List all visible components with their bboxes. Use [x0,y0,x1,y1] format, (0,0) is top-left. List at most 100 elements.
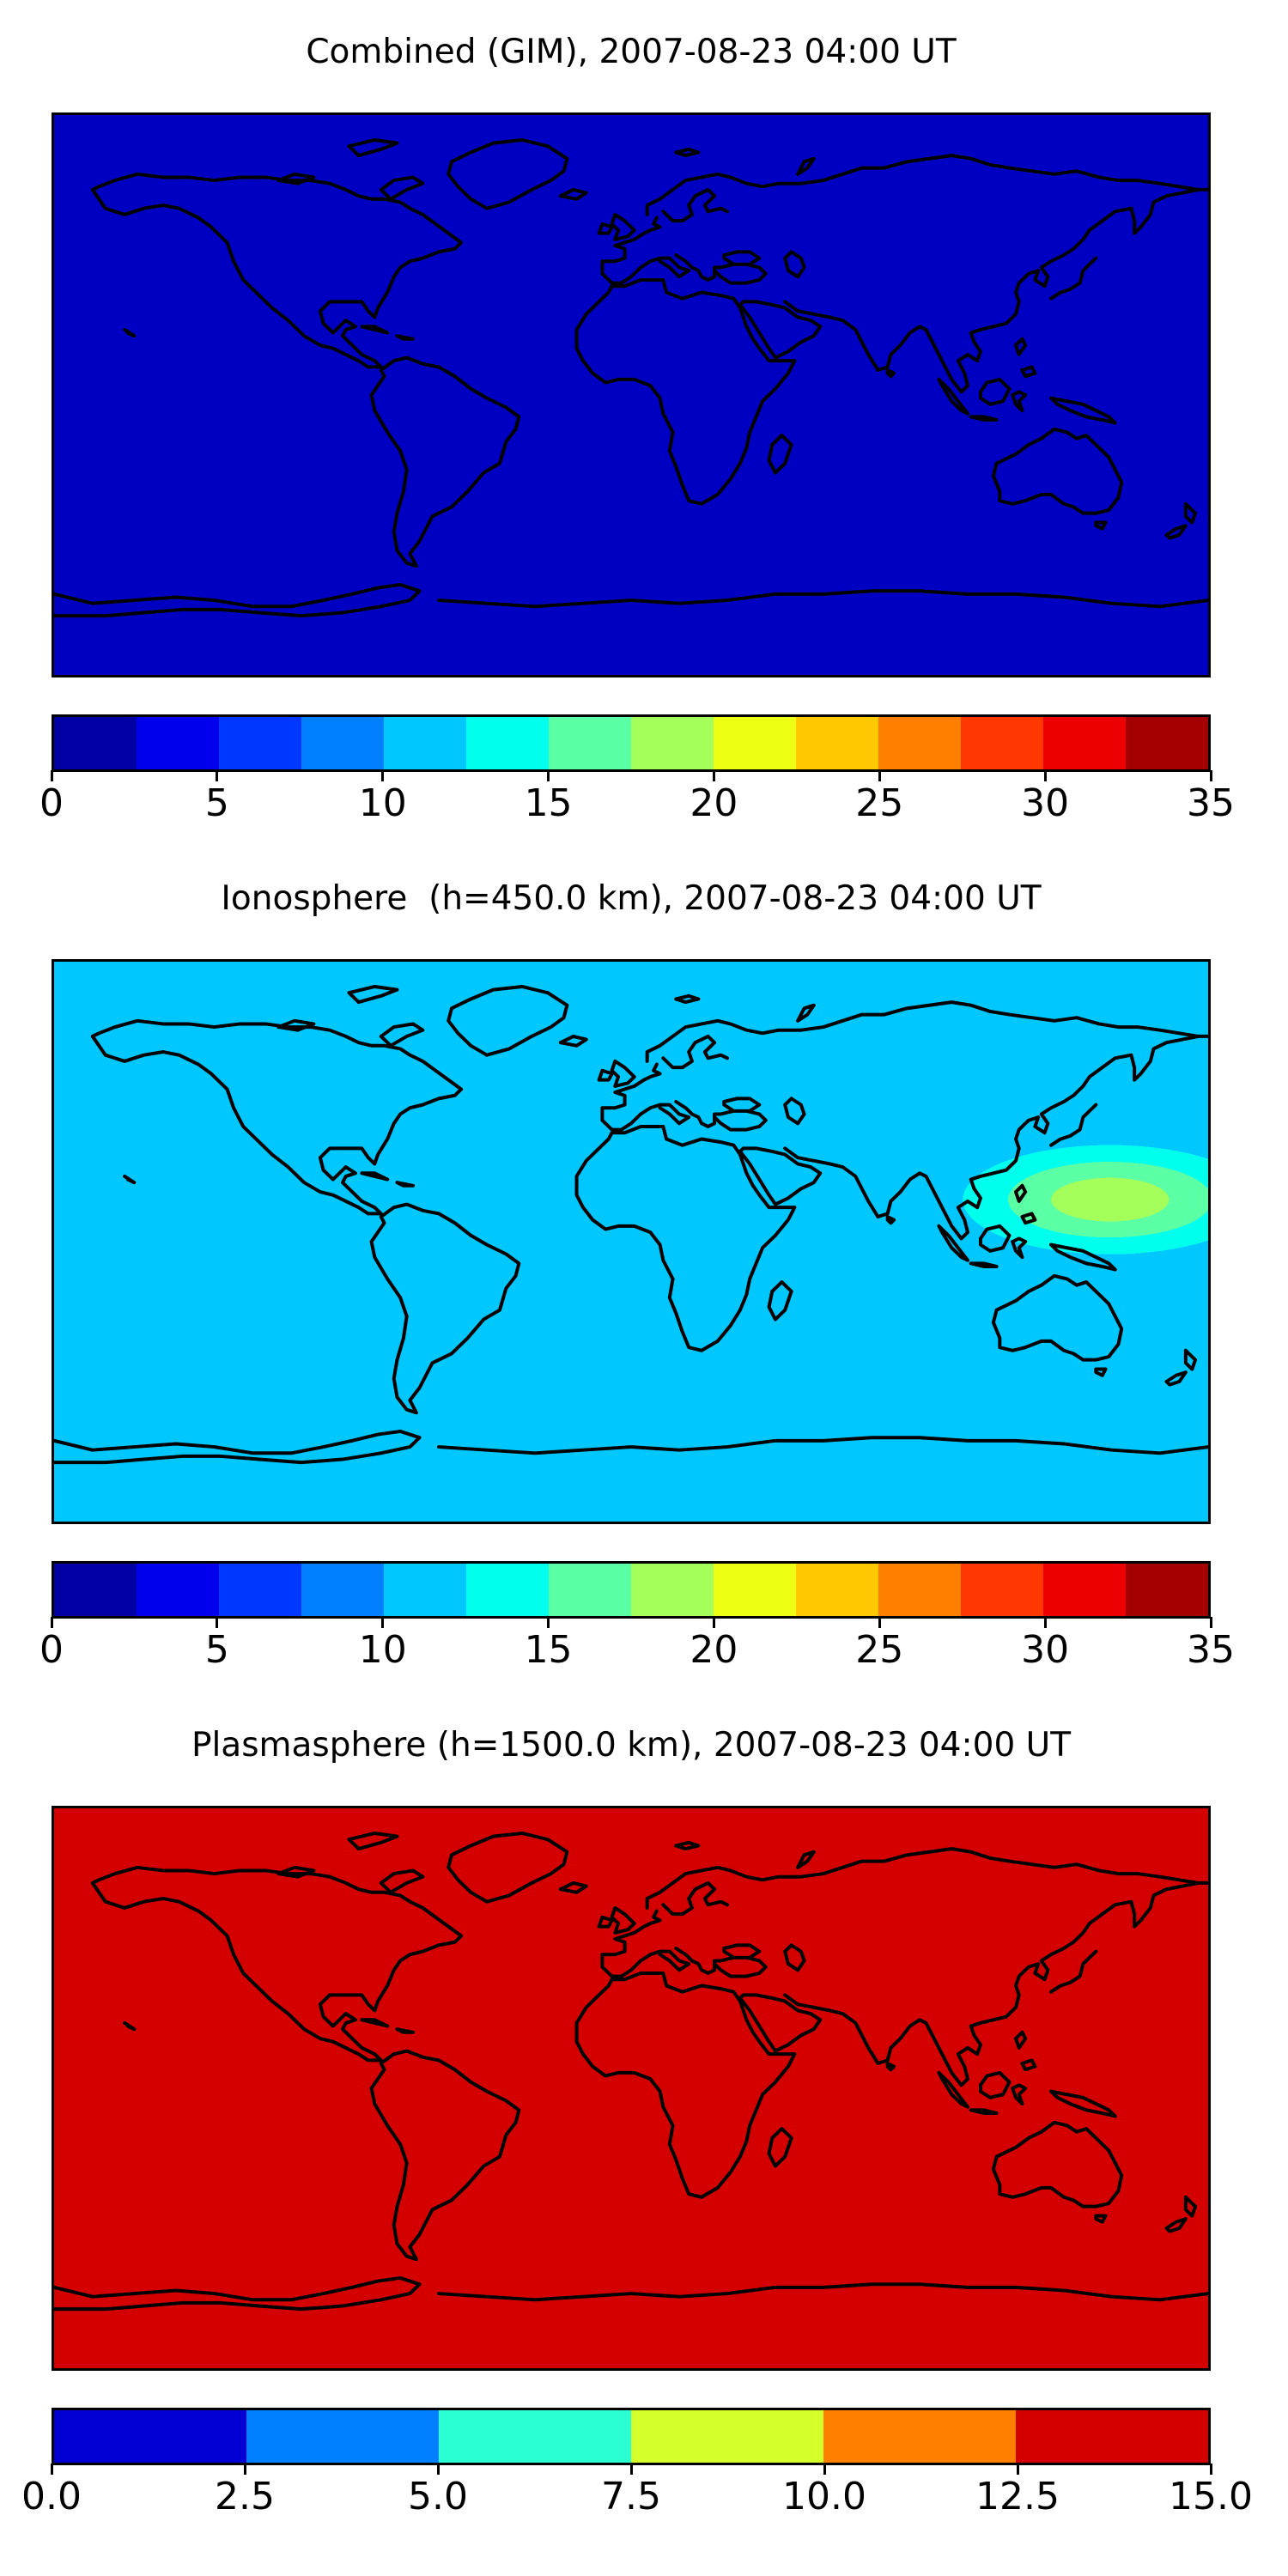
world-coastlines [54,1808,1208,2368]
colorbar-tick-label: 35 [1187,781,1235,825]
colorbar-segment [796,717,878,769]
colorbar-segment [384,1564,466,1616]
colorbar-segment [631,717,714,769]
colorbar-tick-label: 5.0 [408,2475,468,2518]
colorbar-segment [961,717,1043,769]
colorbar-tick-label: 25 [855,781,904,825]
colorbar-segment [54,717,137,769]
panel-plasmasphere: Plasmasphere (h=1500.0 km), 2007-08-23 0… [0,1693,1288,2540]
colorbar-segment [1043,717,1126,769]
colorbar-segment [823,2410,1016,2463]
map-combined [52,112,1211,677]
colorbar-tick [878,1617,881,1628]
map-plasmasphere [52,1806,1211,2371]
colorbar-tick-label: 15 [524,1628,573,1672]
panel-title-ionosphere: Ionosphere (h=450.0 km), 2007-08-23 04:0… [221,879,1042,918]
colorbar-segment [466,1564,549,1616]
colorbar-tick-label: 5 [204,1628,229,1672]
colorbar-ticks-ionosphere [50,1617,1212,1630]
coastline-path [54,140,1208,616]
colorbar-segment [878,1564,961,1616]
colorbar-segment [137,717,219,769]
colorbar-segment [631,1564,714,1616]
colorbar-tick-label: 15.0 [1169,2475,1253,2518]
colorbar-tick [547,1617,550,1628]
colorbar-segment [219,717,301,769]
colorbar-ionosphere [52,1561,1211,1619]
colorbar-tick-label: 20 [690,781,738,825]
colorbar-tick [1209,770,1212,781]
colorbar-tick [1016,2464,1019,2475]
colorbar-segment [549,717,631,769]
colorbar-tick [381,1617,385,1628]
colorbar-tick-label: 10 [358,1628,407,1672]
colorbar-labels-combined: 0 5 10 15 20 25 30 35 [39,781,1235,835]
colorbar-tick [878,770,881,781]
colorbar-tick-label: 30 [1021,1628,1070,1672]
colorbar-tick [629,2464,633,2475]
panel-title-plasmasphere: Plasmasphere (h=1500.0 km), 2007-08-23 0… [191,1726,1072,1765]
panel-ionosphere: Ionosphere (h=450.0 km), 2007-08-23 04:0… [0,847,1288,1693]
colorbar-tick [216,770,219,781]
colorbar-tick-label: 0 [39,1628,64,1672]
colorbar-tick-label: 15 [524,781,573,825]
colorbar-segment [714,717,796,769]
colorbar-tick-label: 20 [690,1628,738,1672]
colorbar-segment [714,1564,796,1616]
colorbar-tick [1043,770,1047,781]
colorbar-segment [54,2410,246,2463]
panel-title-combined: Combined (GIM), 2007-08-23 04:00 UT [306,33,957,71]
colorbar-segment [631,2410,823,2463]
colorbar-tick-label: 5 [204,781,229,825]
colorbar-tick [50,2464,53,2475]
colorbar-tick [823,2464,826,2475]
colorbar-tick [436,2464,440,2475]
colorbar-plasmasphere [52,2408,1211,2465]
colorbar-segment [549,1564,631,1616]
colorbar-segment [246,2410,439,2463]
panel-combined: Combined (GIM), 2007-08-23 04:00 UT 0 5 10… [0,0,1288,847]
colorbar-tick-label: 0.0 [21,2475,82,2518]
colorbar-segment [219,1564,301,1616]
colorbar-tick-label: 12.5 [975,2475,1060,2518]
colorbar-tick [50,1617,53,1628]
map-ionosphere [52,959,1211,1524]
colorbar-tick-label: 7.5 [601,2475,661,2518]
colorbar-tick [712,770,715,781]
colorbar-tick-label: 25 [855,1628,904,1672]
colorbar-segment [878,717,961,769]
colorbar-tick-label: 2.5 [215,2475,275,2518]
colorbar-tick [50,770,53,781]
colorbar-tick [1209,1617,1212,1628]
colorbar-segment [384,717,466,769]
colorbar-tick [1043,1617,1047,1628]
colorbar-segment [301,717,384,769]
colorbar-segment [301,1564,384,1616]
colorbar-segment [1016,2410,1208,2463]
coastline-path [54,1833,1208,2309]
colorbar-labels-ionosphere: 0 5 10 15 20 25 30 35 [39,1628,1235,1681]
colorbar-tick-label: 10 [358,781,407,825]
colorbar-segment [439,2410,631,2463]
colorbar-segment [796,1564,878,1616]
colorbar-segment [1043,1564,1126,1616]
coastline-path [54,987,1208,1462]
colorbar-tick [1209,2464,1212,2475]
colorbar-tick-label: 30 [1021,781,1070,825]
colorbar-tick [216,1617,219,1628]
colorbar-segment [1126,717,1208,769]
colorbar-segment [137,1564,219,1616]
colorbar-labels-plasmasphere: 0.0 2.5 5.0 7.5 10.0 12.5 15.0 [21,2475,1253,2528]
colorbar-ticks-combined [50,770,1212,783]
colorbar-segment [1126,1564,1208,1616]
colorbar-combined [52,714,1211,772]
colorbar-ticks-plasmasphere [50,2464,1212,2476]
colorbar-tick [381,770,385,781]
colorbar-tick [243,2464,246,2475]
colorbar-tick [712,1617,715,1628]
colorbar-tick-label: 10.0 [782,2475,866,2518]
world-coastlines [54,962,1208,1522]
colorbar-tick-label: 0 [39,781,64,825]
colorbar-tick-label: 35 [1187,1628,1235,1672]
